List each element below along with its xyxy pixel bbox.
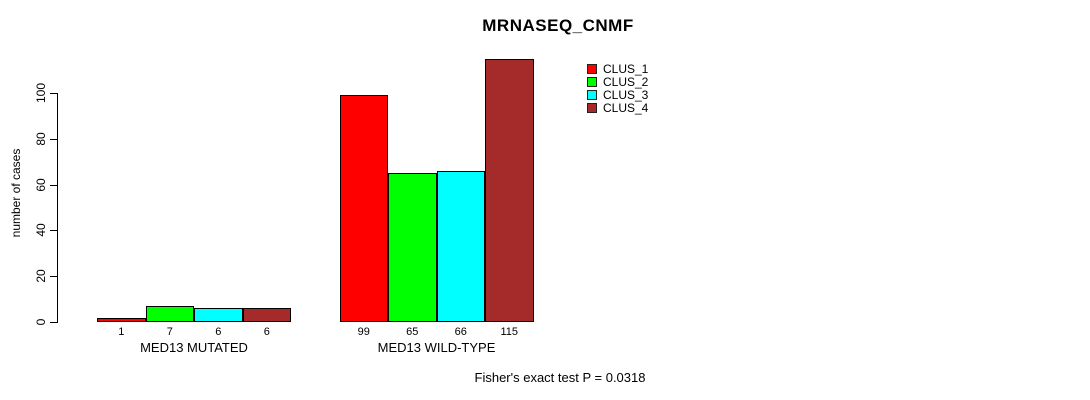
bar-clus_4-group2 bbox=[485, 58, 534, 322]
y-axis-line bbox=[57, 93, 58, 323]
y-axis-tick-label: 0 bbox=[34, 318, 48, 326]
y-axis-tick-label: 100 bbox=[34, 82, 48, 104]
legend-label: CLUS_1 bbox=[603, 62, 649, 76]
fisher-test-annotation: Fisher's exact test P = 0.0318 bbox=[474, 370, 646, 385]
legend-item: CLUS_2 bbox=[587, 75, 649, 89]
y-axis-tick-label: 60 bbox=[34, 177, 48, 192]
y-axis-tick bbox=[50, 276, 57, 278]
legend-label: CLUS_2 bbox=[603, 75, 649, 89]
bar-value-label: 66 bbox=[454, 326, 467, 338]
bar-clus_3-group1 bbox=[194, 308, 243, 322]
legend-item: CLUS_1 bbox=[587, 62, 649, 76]
bar-value-label: 1 bbox=[118, 326, 125, 338]
y-axis-label: number of cases bbox=[9, 148, 23, 238]
clus_3-swatch bbox=[587, 90, 597, 100]
clus_4-swatch bbox=[587, 103, 597, 113]
y-axis-tick-label: 40 bbox=[34, 223, 48, 238]
bar-clus_4-group1 bbox=[242, 308, 291, 322]
legend-item: CLUS_4 bbox=[587, 101, 649, 115]
category-label: MED13 MUTATED bbox=[140, 340, 248, 355]
y-axis-tick-label: 20 bbox=[34, 269, 48, 283]
bar-value-label: 6 bbox=[215, 326, 222, 338]
bar-clus_1-group2 bbox=[339, 95, 388, 322]
y-axis-tick bbox=[50, 230, 57, 232]
legend-label: CLUS_3 bbox=[603, 88, 649, 102]
clus_1-swatch bbox=[587, 64, 597, 74]
y-axis-tick bbox=[50, 322, 57, 323]
bar-value-label: 7 bbox=[166, 326, 173, 338]
y-axis-tick-label: 80 bbox=[34, 132, 48, 146]
legend: CLUS_1 CLUS_2 CLUS_3 CLUS_4 bbox=[587, 62, 649, 115]
bar-clus_3-group2 bbox=[436, 170, 485, 322]
clus_2-swatch bbox=[587, 77, 597, 87]
y-axis-tick bbox=[50, 138, 57, 140]
y-axis-tick bbox=[50, 184, 57, 186]
bar-value-label: 65 bbox=[406, 326, 419, 338]
chart-title: MRNASEQ_CNMF bbox=[482, 16, 634, 35]
bar-clus_2-group2 bbox=[388, 173, 437, 322]
y-axis-tick bbox=[50, 93, 57, 94]
category-label: MED13 WILD-TYPE bbox=[377, 340, 496, 355]
bar-value-label: 6 bbox=[263, 326, 270, 338]
bar-clus_1-group1 bbox=[97, 318, 146, 322]
legend-item: CLUS_3 bbox=[587, 88, 649, 102]
bar-value-label: 99 bbox=[357, 326, 370, 338]
bar-clus_2-group1 bbox=[145, 305, 194, 322]
bar-value-label: 115 bbox=[500, 326, 519, 338]
legend-label: CLUS_4 bbox=[603, 101, 649, 115]
